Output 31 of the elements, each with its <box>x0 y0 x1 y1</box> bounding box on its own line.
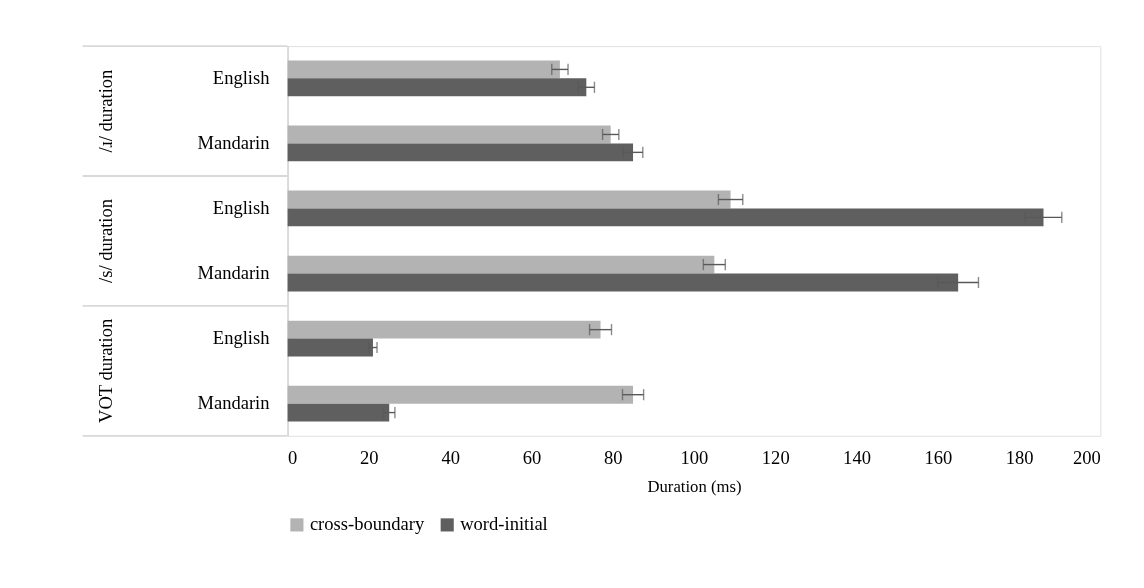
bar <box>287 403 390 422</box>
y-tick-label: Mandarin <box>197 131 270 153</box>
x-tick-label: 20 <box>360 447 379 469</box>
x-tick-label: 200 <box>1073 447 1101 469</box>
x-axis-title: Duration (ms) <box>647 476 742 496</box>
bar <box>287 60 560 79</box>
x-tick-label: 80 <box>603 447 623 469</box>
legend-label: word-initial <box>460 513 548 535</box>
x-tick-label: 120 <box>761 447 790 469</box>
y-tick-label: Mandarin <box>197 392 270 414</box>
x-tick-label: 180 <box>1005 447 1034 469</box>
y-tick-label: English <box>212 327 271 349</box>
text: /ɹ/ duration <box>95 69 117 153</box>
x-tick-label: 100 <box>680 447 709 469</box>
legend-label: cross-boundary <box>309 513 425 535</box>
y-tick-label: Mandarin <box>197 262 270 284</box>
bar <box>287 190 731 209</box>
bar <box>287 255 715 274</box>
y-tick-label: English <box>212 197 271 219</box>
text: /s/ duration <box>95 199 117 283</box>
bar <box>287 385 634 404</box>
x-tick-label: 140 <box>843 447 871 469</box>
bar <box>287 338 373 357</box>
x-tick-label: 60 <box>522 447 542 469</box>
text: VOT duration <box>95 318 117 424</box>
bar <box>287 125 611 144</box>
y-tick-label: English <box>212 66 271 88</box>
bar <box>287 320 601 339</box>
x-tick-label: 160 <box>924 447 953 469</box>
x-tick-label: 0 <box>288 447 298 469</box>
x-tick-label: 40 <box>441 447 460 469</box>
